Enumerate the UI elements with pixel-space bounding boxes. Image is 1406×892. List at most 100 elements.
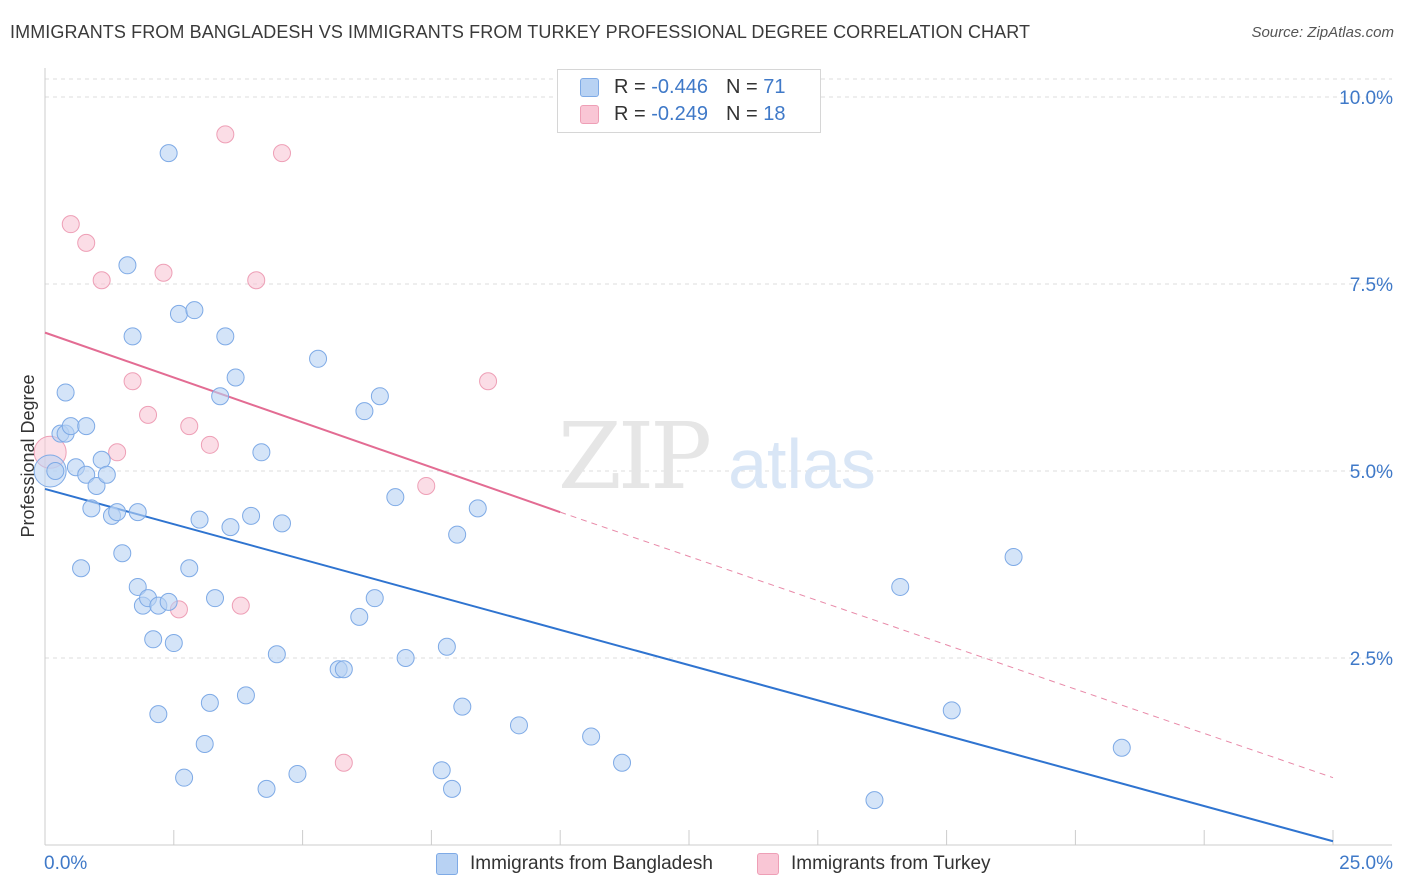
turkey-point[interactable] xyxy=(247,271,266,290)
bangladesh-point[interactable] xyxy=(149,705,168,724)
turkey-point[interactable] xyxy=(154,263,173,282)
bangladesh-point[interactable] xyxy=(144,630,163,649)
legend-r-value: -0.446 xyxy=(651,75,708,98)
legend-item-bangladesh[interactable]: Immigrants from Bangladesh xyxy=(436,851,713,877)
bangladesh-point[interactable] xyxy=(365,589,384,608)
legend-row-bangladesh: R = -0.446 N = 71 xyxy=(580,74,785,100)
bangladesh-point[interactable] xyxy=(46,462,65,480)
turkey-point[interactable] xyxy=(139,405,158,424)
bangladesh-point[interactable] xyxy=(613,753,632,772)
bangladesh-point[interactable] xyxy=(252,443,271,462)
bangladesh-point[interactable] xyxy=(56,383,75,402)
bangladesh-point[interactable] xyxy=(309,349,328,368)
bangladesh-point[interactable] xyxy=(61,417,80,436)
bangladesh-point[interactable] xyxy=(169,304,188,323)
bangladesh-point[interactable] xyxy=(334,660,353,679)
turkey-point[interactable] xyxy=(417,476,436,495)
bangladesh-point[interactable] xyxy=(355,402,374,421)
bangladesh-point[interactable] xyxy=(211,387,230,406)
bangladesh-point[interactable] xyxy=(453,697,472,716)
legend-item-turkey[interactable]: Immigrants from Turkey xyxy=(757,851,991,877)
x-tick-label: 0.0% xyxy=(44,853,87,874)
bangladesh-point[interactable] xyxy=(396,649,415,667)
chart-title: IMMIGRANTS FROM BANGLADESH VS IMMIGRANTS… xyxy=(10,22,1031,42)
legend-swatch-blue xyxy=(436,853,458,875)
bangladesh-point[interactable] xyxy=(468,499,487,518)
bangladesh-point[interactable] xyxy=(113,544,132,563)
turkey-point[interactable] xyxy=(216,125,235,144)
turkey-point[interactable] xyxy=(92,271,111,290)
bangladesh-point[interactable] xyxy=(226,368,245,387)
bangladesh-point[interactable] xyxy=(432,761,451,780)
turkey-point[interactable] xyxy=(123,372,142,391)
bangladesh-point[interactable] xyxy=(185,301,204,320)
bangladesh-point[interactable] xyxy=(87,476,106,495)
turkey-point[interactable] xyxy=(231,596,250,615)
turkey-point[interactable] xyxy=(479,372,498,391)
watermark-atlas: atlas xyxy=(728,425,876,503)
bangladesh-point[interactable] xyxy=(267,645,286,664)
bangladesh-point[interactable] xyxy=(92,450,111,469)
bangladesh-point[interactable] xyxy=(97,465,116,484)
bangladesh-point[interactable] xyxy=(865,791,884,810)
turkey-point[interactable] xyxy=(200,435,219,454)
bangladesh-point[interactable] xyxy=(370,387,389,406)
bangladesh-point[interactable] xyxy=(164,634,183,653)
watermark-zip: ZIP xyxy=(558,403,709,510)
turkey-point[interactable] xyxy=(180,417,199,436)
bangladesh-point[interactable] xyxy=(123,327,142,346)
bangladesh-point[interactable] xyxy=(175,768,194,787)
bangladesh-point[interactable] xyxy=(128,577,147,596)
turkey-point[interactable] xyxy=(108,443,127,462)
bangladesh-point[interactable] xyxy=(77,417,96,436)
legend-r-label: R = xyxy=(614,75,646,98)
legend-r-value: -0.249 xyxy=(651,102,708,125)
bangladesh-point[interactable] xyxy=(257,779,276,798)
bangladesh-point[interactable] xyxy=(288,764,307,783)
y-tick-label: 7.5% xyxy=(1350,275,1393,296)
bangladesh-point[interactable] xyxy=(443,779,462,798)
legend-row-turkey: R = -0.249 N = 18 xyxy=(580,101,785,127)
trend-line-bangladesh xyxy=(44,487,1334,843)
turkey-point[interactable] xyxy=(334,753,353,772)
y-axis-label: Professional Degree xyxy=(18,374,38,537)
bangladesh-point[interactable] xyxy=(242,506,261,525)
bangladesh-point[interactable] xyxy=(350,607,369,626)
bangladesh-point[interactable] xyxy=(437,637,456,656)
bangladesh-point[interactable] xyxy=(448,525,467,544)
bangladesh-point[interactable] xyxy=(195,735,214,754)
legend-swatch-pink xyxy=(580,104,599,124)
bangladesh-point[interactable] xyxy=(72,559,91,578)
y-tick-label: 10.0% xyxy=(1339,88,1393,109)
bangladesh-point[interactable] xyxy=(891,577,910,596)
data-points xyxy=(33,125,1131,810)
turkey-point[interactable] xyxy=(272,144,291,163)
bangladesh-point[interactable] xyxy=(272,514,291,533)
turkey-point[interactable] xyxy=(61,215,80,234)
legend-n-label: N = xyxy=(725,102,758,125)
turkey-point[interactable] xyxy=(77,233,96,252)
bangladesh-point[interactable] xyxy=(190,510,209,529)
bangladesh-point[interactable] xyxy=(509,716,528,735)
trend-line-turkey xyxy=(44,331,561,514)
bangladesh-point[interactable] xyxy=(200,693,219,712)
bangladesh-point[interactable] xyxy=(118,256,137,275)
bangladesh-point[interactable] xyxy=(82,499,101,518)
bangladesh-point[interactable] xyxy=(159,592,178,611)
bangladesh-point[interactable] xyxy=(128,503,147,522)
bangladesh-point[interactable] xyxy=(77,465,96,484)
bangladesh-point[interactable] xyxy=(386,488,405,507)
bangladesh-point[interactable] xyxy=(216,327,235,346)
bangladesh-point[interactable] xyxy=(1112,738,1131,757)
bangladesh-point[interactable] xyxy=(108,503,127,522)
tick-labels: 2.5% 5.0% 7.5% 10.0% 0.0% 25.0% xyxy=(44,88,1393,874)
bangladesh-point[interactable] xyxy=(221,518,240,537)
bangladesh-point[interactable] xyxy=(180,559,199,578)
bangladesh-point[interactable] xyxy=(236,686,255,705)
bangladesh-point[interactable] xyxy=(582,727,601,746)
bangladesh-point[interactable] xyxy=(159,144,178,163)
bangladesh-point[interactable] xyxy=(1004,548,1023,567)
bangladesh-point[interactable] xyxy=(206,589,225,608)
bangladesh-point[interactable] xyxy=(942,701,961,720)
